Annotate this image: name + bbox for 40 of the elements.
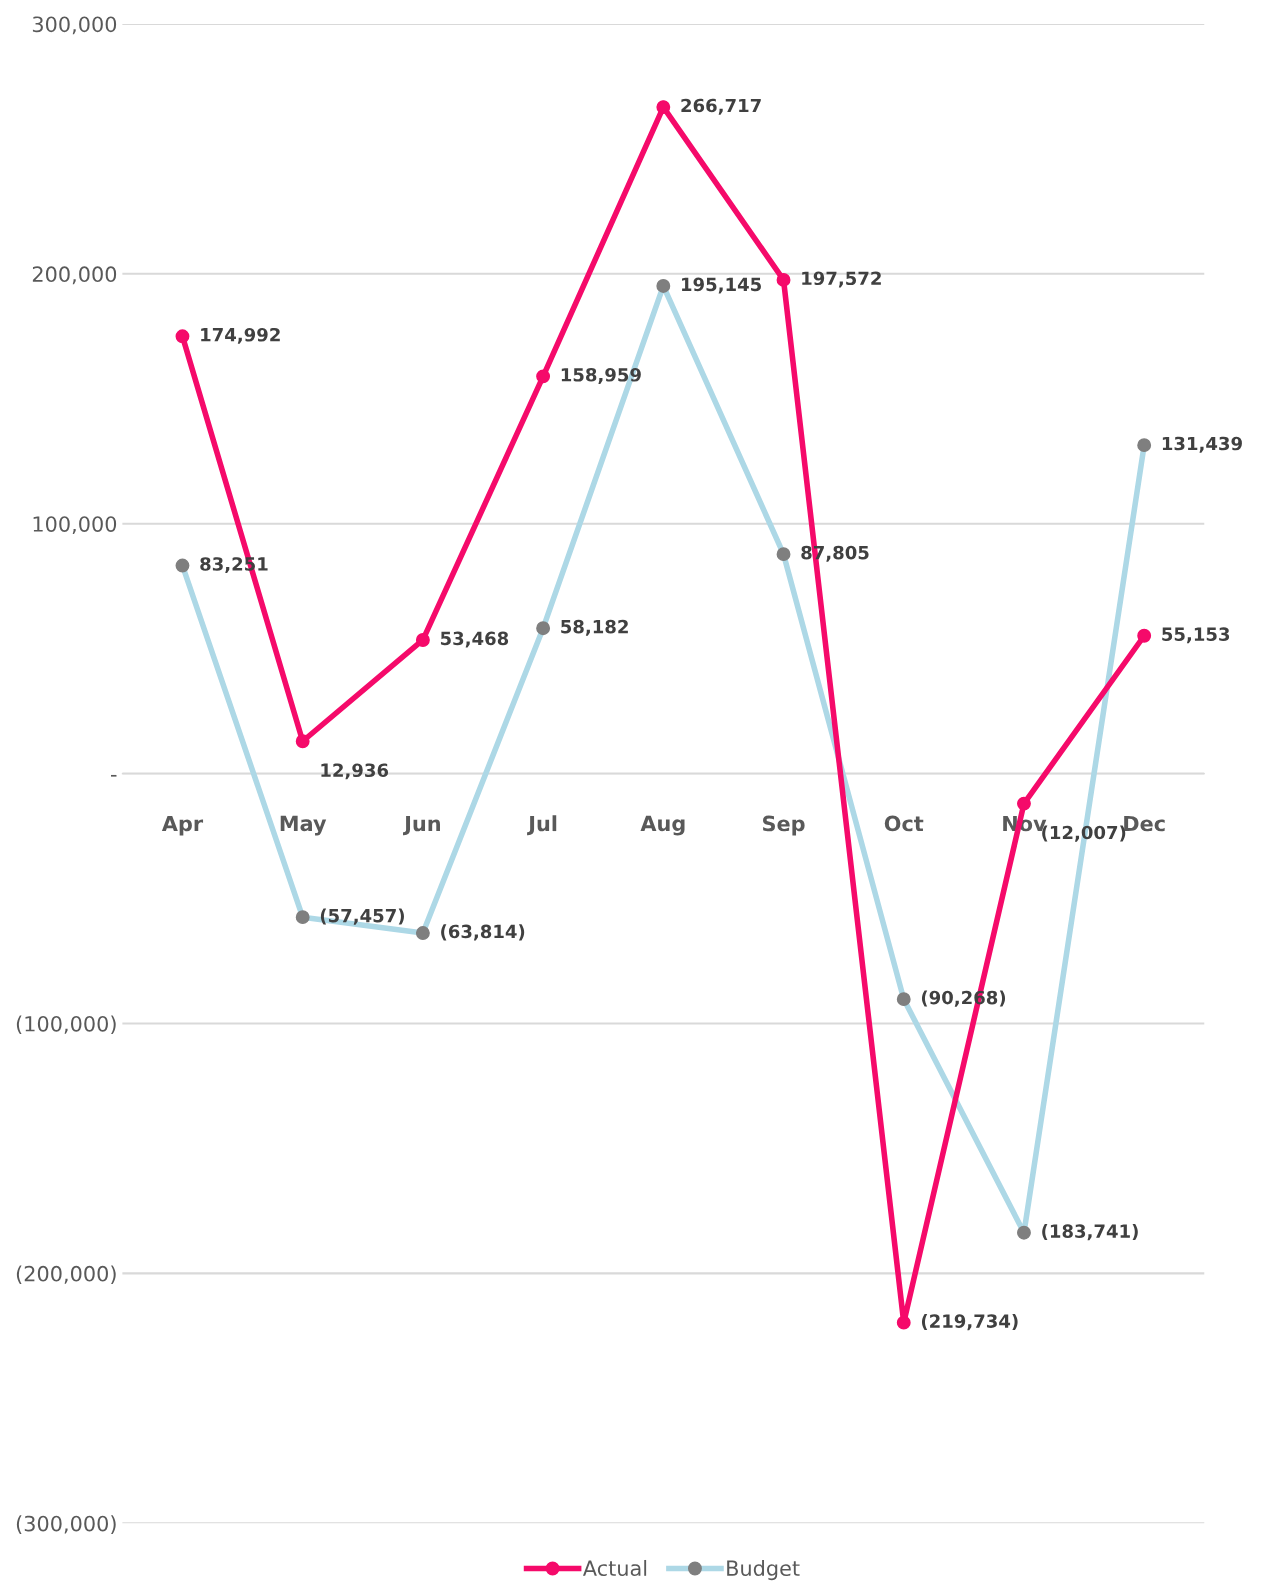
legend-label: Budget [727, 1559, 800, 1581]
point [896, 1315, 911, 1330]
data-label: 53,468 [440, 631, 509, 648]
y-tick-label: (300,000) [16, 1515, 116, 1534]
point [656, 100, 671, 115]
point [1017, 796, 1031, 811]
data-label: (219,734) [921, 1313, 1018, 1331]
x-tick-label: Apr [161, 815, 204, 836]
point [175, 329, 190, 344]
point [776, 272, 791, 287]
y-tick-label: 300,000 [32, 16, 117, 35]
data-label: 58,182 [561, 619, 628, 636]
y-tick-label: 100,000 [33, 516, 117, 535]
x-tick-label: Sep [763, 815, 805, 836]
y-tick-label: (100,000) [16, 1015, 116, 1035]
x-tick-label: Oct [884, 815, 924, 832]
point [295, 734, 310, 749]
data-label: (183,741) [1042, 1224, 1138, 1241]
data-label: 174,992 [201, 327, 280, 344]
data-label: (57,457) [320, 908, 404, 925]
data-label: 197,572 [802, 271, 881, 288]
x-tick-label: Aug [640, 815, 685, 836]
x-tick-label: Jun [403, 815, 440, 836]
y-tick-label: - [111, 774, 117, 777]
data-label: 266,717 [681, 98, 761, 115]
y-tick-label: 200,000 [32, 266, 117, 285]
data-label: 158,959 [561, 367, 641, 384]
data-label: 12,936 [321, 763, 389, 780]
x-tick-label: May [280, 815, 327, 836]
y-tick-label: (200,000) [16, 1265, 116, 1284]
point [1137, 628, 1152, 643]
data-label: 131,439 [1162, 436, 1242, 453]
point [536, 369, 551, 384]
point [415, 633, 430, 647]
data-label: 195,145 [682, 277, 761, 294]
x-tick-label: Jul [527, 815, 557, 836]
data-label: 55,153 [1162, 627, 1230, 644]
legend-label: Actual [582, 1559, 647, 1577]
x-tick-label: Dec [1124, 815, 1165, 832]
data-label: (63,814) [441, 924, 525, 941]
